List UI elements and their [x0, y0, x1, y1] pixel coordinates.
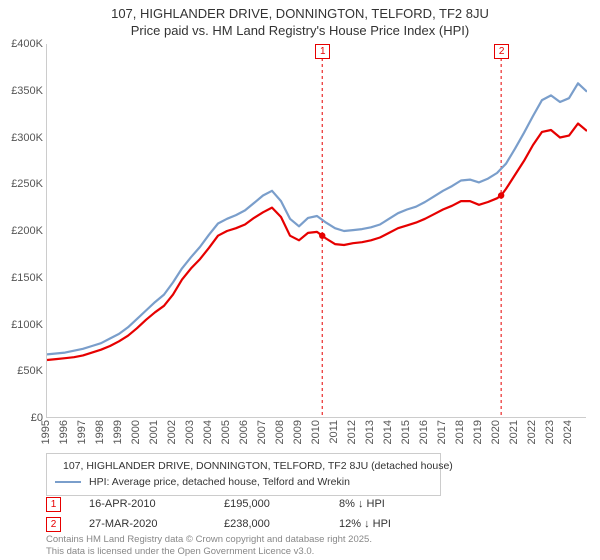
x-tick-label: 2015	[400, 420, 412, 444]
footer-line2: This data is licensed under the Open Gov…	[46, 546, 372, 558]
chart-svg	[47, 44, 587, 418]
x-tick-label: 2012	[346, 420, 358, 444]
legend-label-property: 107, HIGHLANDER DRIVE, DONNINGTON, TELFO…	[63, 458, 453, 474]
transaction-price: £195,000	[224, 498, 339, 510]
x-tick-label: 2010	[310, 420, 322, 444]
chart-title-line2: Price paid vs. HM Land Registry's House …	[0, 23, 600, 40]
transaction-row: 1 16-APR-2010 £195,000 8% ↓ HPI	[46, 494, 586, 514]
x-tick-label: 2003	[184, 420, 196, 444]
y-tick-label: £150K	[11, 272, 47, 284]
x-axis-labels: 1995199619971998199920002001200220032004…	[46, 420, 586, 450]
x-tick-label: 2005	[220, 420, 232, 444]
legend-swatch-hpi	[55, 481, 81, 483]
x-tick-label: 1996	[58, 420, 70, 444]
x-tick-label: 1995	[40, 420, 52, 444]
chart-container: 107, HIGHLANDER DRIVE, DONNINGTON, TELFO…	[0, 0, 600, 560]
plot-area: £0£50K£100K£150K£200K£250K£300K£350K£400…	[46, 44, 586, 418]
x-tick-label: 2008	[274, 420, 286, 444]
transaction-diff: 8% ↓ HPI	[339, 498, 385, 510]
transaction-badge: 2	[46, 517, 61, 532]
legend-label-hpi: HPI: Average price, detached house, Telf…	[89, 474, 350, 490]
x-tick-label: 2019	[472, 420, 484, 444]
footer-attribution: Contains HM Land Registry data © Crown c…	[46, 534, 372, 558]
y-tick-label: £100K	[11, 319, 47, 331]
transaction-price: £238,000	[224, 518, 339, 530]
x-tick-label: 2007	[256, 420, 268, 444]
chart-title-line1: 107, HIGHLANDER DRIVE, DONNINGTON, TELFO…	[0, 6, 600, 23]
x-tick-label: 2022	[526, 420, 538, 444]
series-line-property	[47, 124, 587, 361]
x-tick-label: 2017	[436, 420, 448, 444]
transaction-date: 27-MAR-2020	[89, 518, 224, 530]
x-tick-label: 2006	[238, 420, 250, 444]
transaction-marker-dot	[319, 232, 325, 238]
legend-item-hpi: HPI: Average price, detached house, Telf…	[55, 474, 432, 490]
transaction-diff: 12% ↓ HPI	[339, 518, 391, 530]
transaction-date: 16-APR-2010	[89, 498, 224, 510]
x-tick-label: 2011	[328, 420, 340, 444]
legend-box: 107, HIGHLANDER DRIVE, DONNINGTON, TELFO…	[46, 453, 441, 496]
y-tick-label: £300K	[11, 132, 47, 144]
x-tick-label: 2020	[490, 420, 502, 444]
x-tick-label: 1998	[94, 420, 106, 444]
x-tick-label: 2000	[130, 420, 142, 444]
x-tick-label: 2021	[508, 420, 520, 444]
y-tick-label: £200K	[11, 225, 47, 237]
y-tick-label: £250K	[11, 178, 47, 190]
series-line-hpi	[47, 83, 587, 354]
x-tick-label: 2001	[148, 420, 160, 444]
transaction-marker-dot	[498, 192, 504, 198]
y-tick-label: £50K	[17, 365, 47, 377]
x-tick-label: 2004	[202, 420, 214, 444]
y-tick-label: £400K	[11, 38, 47, 50]
footer-line1: Contains HM Land Registry data © Crown c…	[46, 534, 372, 546]
x-tick-label: 1997	[76, 420, 88, 444]
x-tick-label: 1999	[112, 420, 124, 444]
x-tick-label: 2002	[166, 420, 178, 444]
x-tick-label: 2016	[418, 420, 430, 444]
legend-item-property: 107, HIGHLANDER DRIVE, DONNINGTON, TELFO…	[55, 458, 432, 474]
x-tick-label: 2023	[544, 420, 556, 444]
x-tick-label: 2013	[364, 420, 376, 444]
y-tick-label: £350K	[11, 85, 47, 97]
x-tick-label: 2009	[292, 420, 304, 444]
transaction-table: 1 16-APR-2010 £195,000 8% ↓ HPI 2 27-MAR…	[46, 494, 586, 534]
x-tick-label: 2024	[562, 420, 574, 444]
chart-titles: 107, HIGHLANDER DRIVE, DONNINGTON, TELFO…	[0, 6, 600, 40]
x-tick-label: 2014	[382, 420, 394, 444]
x-tick-label: 2018	[454, 420, 466, 444]
transaction-badge: 1	[46, 497, 61, 512]
transaction-row: 2 27-MAR-2020 £238,000 12% ↓ HPI	[46, 514, 586, 534]
